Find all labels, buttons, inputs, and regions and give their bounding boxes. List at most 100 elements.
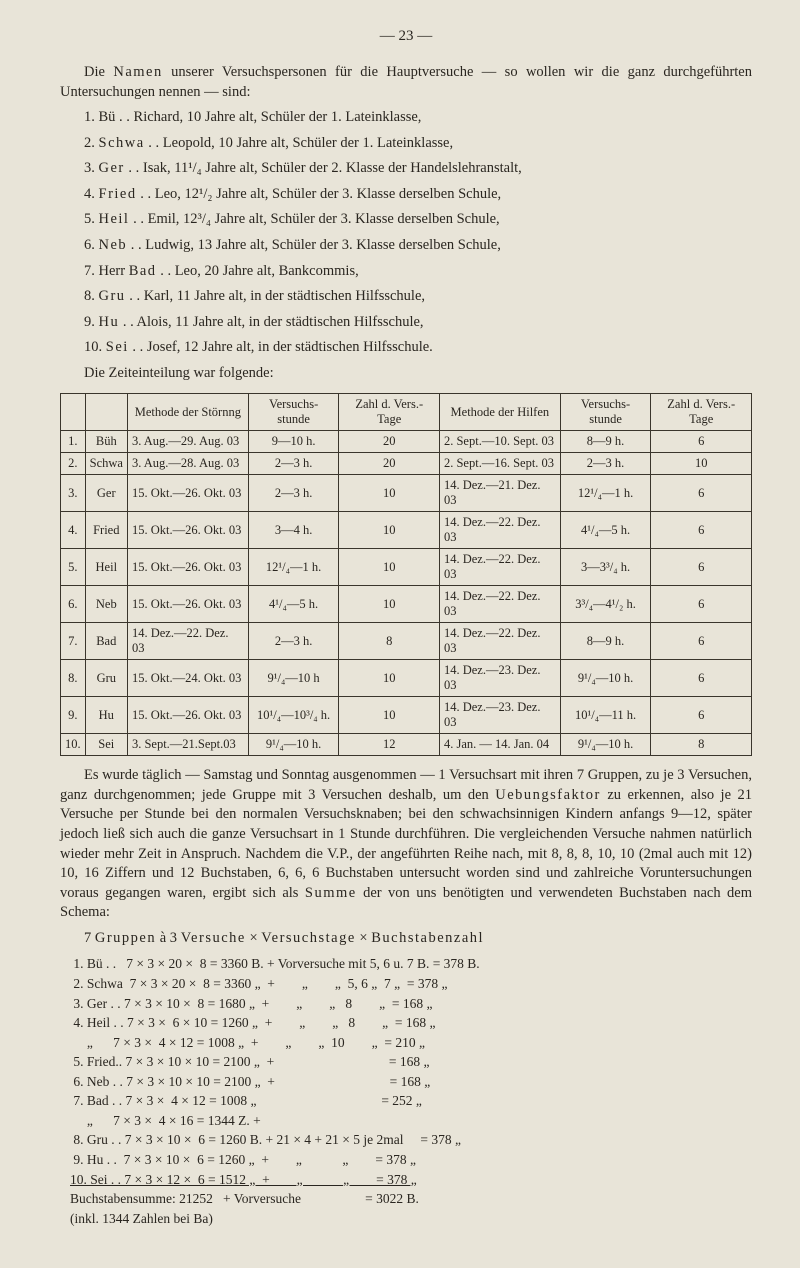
table-cell: 15. Okt.—26. Okt. 03 xyxy=(127,697,248,734)
name-3: 3. Ger . . Isak, 11¹/₄ Jahre alt, Schüle… xyxy=(94,159,752,179)
eq-7: 6. Neb . . 7 × 3 × 10 × 10 = 2100 „ + = … xyxy=(70,1072,752,1092)
table-cell: 6 xyxy=(651,549,752,586)
table-cell: Ger xyxy=(85,475,127,512)
name-10: 10. Sei . . Josef, 12 Jahre alt, in der … xyxy=(94,338,752,358)
name-7: 7. Herr Bad . . Leo, 20 Jahre alt, Bankc… xyxy=(94,262,752,282)
table-cell: 9¹/₄—10 h. xyxy=(560,734,651,756)
table-cell: 14. Dez.—21. Dez. 03 xyxy=(439,475,560,512)
table-cell: Büh xyxy=(85,431,127,453)
col-method-hilf: Methode der Hilfen xyxy=(439,394,560,431)
table-cell: 8. xyxy=(61,660,86,697)
table-cell: 20 xyxy=(339,453,440,475)
table-cell: 2—3 h. xyxy=(560,453,651,475)
table-row: 5.Heil15. Okt.—26. Okt. 0312¹/₄—1 h.1014… xyxy=(61,549,752,586)
table-row: 2.Schwa3. Aug.—28. Aug. 032—3 h.202. Sep… xyxy=(61,453,752,475)
equations-block: 1. Bü . . 7 × 3 × 20 × 8 = 3360 B. + Vor… xyxy=(70,954,752,1228)
table-row: 10.Sei3. Sept.—21.Sept.039¹/₄—10 h.124. … xyxy=(61,734,752,756)
table-cell: 8 xyxy=(651,734,752,756)
eq-9: „ 7 × 3 × 4 × 16 = 1344 Z. + xyxy=(70,1111,752,1131)
eq-2: 2. Schwa 7 × 3 × 20 × 8 = 3360 „ + „ „ 5… xyxy=(70,974,752,994)
table-cell: 6 xyxy=(651,586,752,623)
table-cell: 4¹/₄—5 h. xyxy=(248,586,339,623)
table-cell: 6 xyxy=(651,431,752,453)
table-cell: 6 xyxy=(651,660,752,697)
table-cell: 6 xyxy=(651,475,752,512)
table-cell: 10 xyxy=(339,660,440,697)
table-cell: 10 xyxy=(339,586,440,623)
name-2: 2. Schwa . . Leopold, 10 Jahre alt, Schü… xyxy=(94,134,752,154)
table-cell: Neb xyxy=(85,586,127,623)
table-row: 6.Neb15. Okt.—26. Okt. 034¹/₄—5 h.1014. … xyxy=(61,586,752,623)
table-cell: Gru xyxy=(85,660,127,697)
table-cell: 4. Jan. — 14. Jan. 04 xyxy=(439,734,560,756)
table-cell: 2. Sept.—16. Sept. 03 xyxy=(439,453,560,475)
intro-paragraph: Die Namen unserer Versuchspersonen für d… xyxy=(60,63,752,102)
table-cell: 6 xyxy=(651,623,752,660)
table-cell: Hu xyxy=(85,697,127,734)
eq-8: 7. Bad . . 7 × 3 × 4 × 12 = 1008 „ = 252… xyxy=(70,1091,752,1111)
table-cell: 9¹/₄—10 h. xyxy=(248,734,339,756)
table-cell: 7. xyxy=(61,623,86,660)
table-cell: 15. Okt.—26. Okt. 03 xyxy=(127,475,248,512)
table-cell: 2—3 h. xyxy=(248,453,339,475)
eq-1: 1. Bü . . 7 × 3 × 20 × 8 = 3360 B. + Vor… xyxy=(70,954,752,974)
eq-4: 4. Heil . . 7 × 3 × 6 × 10 = 1260 „ + „ … xyxy=(70,1013,752,1033)
table-cell: 10¹/₄—11 h. xyxy=(560,697,651,734)
table-row: 7.Bad14. Dez.—22. Dez. 032—3 h.814. Dez.… xyxy=(61,623,752,660)
name-4: 4. Fried . . Leo, 12¹/₂ Jahre alt, Schül… xyxy=(94,185,752,205)
table-cell: 2—3 h. xyxy=(248,475,339,512)
table-row: 3.Ger15. Okt.—26. Okt. 032—3 h.1014. Dez… xyxy=(61,475,752,512)
table-cell: 12 xyxy=(339,734,440,756)
col-tage1: Zahl d. Vers.-Tage xyxy=(339,394,440,431)
table-cell: 10 xyxy=(339,512,440,549)
table-row: 1.Büh3. Aug.—29. Aug. 039—10 h.202. Sept… xyxy=(61,431,752,453)
table-cell: 10¹/₄—10³/₄ h. xyxy=(248,697,339,734)
name-8: 8. Gru . . Karl, 11 Jahre alt, in der st… xyxy=(94,287,752,307)
col-vstunde1: Versuchs-stunde xyxy=(248,394,339,431)
eq-6: 5. Fried.. 7 × 3 × 10 × 10 = 2100 „ + = … xyxy=(70,1052,752,1072)
table-cell: Schwa xyxy=(85,453,127,475)
table-cell: 3—4 h. xyxy=(248,512,339,549)
table-cell: 6 xyxy=(651,512,752,549)
table-cell: 4. xyxy=(61,512,86,549)
col-num xyxy=(61,394,86,431)
analysis-paragraph: Es wurde täglich — Samstag und Sonntag a… xyxy=(60,766,752,923)
table-cell: 14. Dez.—22. Dez. 03 xyxy=(439,549,560,586)
table-cell: 20 xyxy=(339,431,440,453)
table-cell: 9¹/₄—10 h. xyxy=(560,660,651,697)
page-number: — 23 — xyxy=(60,28,752,45)
table-cell: 9. xyxy=(61,697,86,734)
equation-title: 7 Gruppen à 3 Versuche × Versuchstage × … xyxy=(60,929,752,949)
eq-sum1: Buchstabensumme: 21252 + Vorversuche = 3… xyxy=(70,1189,752,1209)
table-cell: 1. xyxy=(61,431,86,453)
table-cell: 10 xyxy=(339,549,440,586)
table-cell: 8 xyxy=(339,623,440,660)
table-cell: 6 xyxy=(651,697,752,734)
eq-5: „ 7 × 3 × 4 × 12 = 1008 „ + „ „ 10 „ = 2… xyxy=(70,1033,752,1053)
table-cell: 3. Aug.—29. Aug. 03 xyxy=(127,431,248,453)
col-method-stor: Methode der Störnng xyxy=(127,394,248,431)
names-list: 1. Bü . . Richard, 10 Jahre alt, Schüler… xyxy=(60,108,752,358)
name-5: 5. Heil . . Emil, 12³/₄ Jahre alt, Schül… xyxy=(94,210,752,230)
name-9: 9. Hu . . Alois, 11 Jahre alt, in der st… xyxy=(94,313,752,333)
table-row: 9.Hu15. Okt.—26. Okt. 0310¹/₄—10³/₄ h. 10… xyxy=(61,697,752,734)
eq-sum2: (inkl. 1344 Zahlen bei Ba) xyxy=(70,1209,752,1229)
table-cell: 3³/₄—4¹/₂ h. xyxy=(560,586,651,623)
table-cell: 2—3 h. xyxy=(248,623,339,660)
table-cell: 3. Sept.—21.Sept.03 xyxy=(127,734,248,756)
table-cell: 12¹/₄—1 h. xyxy=(560,475,651,512)
table-cell: 15. Okt.—26. Okt. 03 xyxy=(127,549,248,586)
table-cell: 15. Okt.—24. Okt. 03 xyxy=(127,660,248,697)
col-vstunde2: Versuchs-stunde xyxy=(560,394,651,431)
table-row: 4.Fried15. Okt.—26. Okt. 033—4 h.1014. D… xyxy=(61,512,752,549)
table-cell: 9¹/₄—10 h xyxy=(248,660,339,697)
table-cell: 14. Dez.—23. Dez. 03 xyxy=(439,697,560,734)
table-cell: Fried xyxy=(85,512,127,549)
table-cell: 15. Okt.—26. Okt. 03 xyxy=(127,512,248,549)
schedule-table: Methode der Störnng Versuchs-stunde Zahl… xyxy=(60,393,752,756)
table-cell: 15. Okt.—26. Okt. 03 xyxy=(127,586,248,623)
table-cell: 3—3³/₄ h. xyxy=(560,549,651,586)
table-cell: 3. xyxy=(61,475,86,512)
table-cell: 14. Dez.—22. Dez. 03 xyxy=(439,623,560,660)
table-cell: 12¹/₄—1 h. xyxy=(248,549,339,586)
